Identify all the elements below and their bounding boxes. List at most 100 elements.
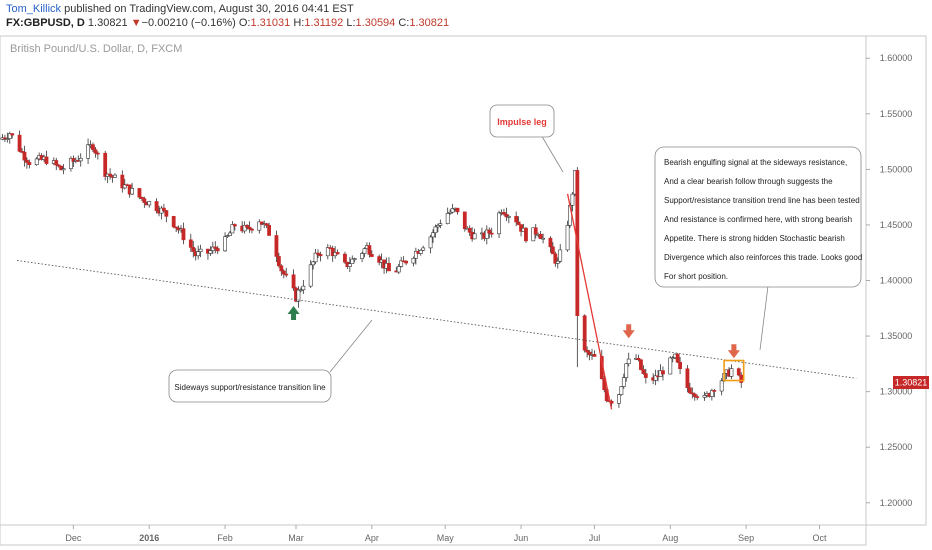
candle-bear bbox=[250, 228, 254, 231]
time-axis[interactable] bbox=[0, 524, 867, 546]
candle-bear bbox=[592, 354, 597, 357]
impulse-leg-line bbox=[566, 193, 613, 410]
high-value: 1.31192 bbox=[304, 17, 344, 29]
candle-bull bbox=[313, 252, 318, 263]
candle-bear bbox=[191, 247, 196, 252]
candle-bull bbox=[225, 235, 230, 237]
candle-bull bbox=[729, 368, 734, 377]
analysis-callout[interactable]: Bearish engulfing signal at the sideways… bbox=[654, 146, 862, 351]
candle-bear bbox=[550, 246, 555, 255]
impulse-label: Impulse leg bbox=[497, 117, 547, 127]
candle-bull bbox=[565, 225, 570, 251]
candle-bull bbox=[308, 264, 313, 287]
y-tick-label: 1.25000 bbox=[880, 442, 913, 452]
candle-bear bbox=[455, 207, 460, 213]
candle-bull bbox=[670, 357, 675, 359]
candle-bear bbox=[108, 173, 112, 177]
candle-bear bbox=[188, 239, 193, 248]
candle-bull bbox=[122, 184, 127, 189]
price-badge-box bbox=[893, 376, 929, 390]
x-tick-label: May bbox=[437, 533, 455, 543]
candle-bear bbox=[281, 270, 286, 275]
candle-bull bbox=[617, 394, 621, 404]
callout-line-3: Support/resistance transition trend line… bbox=[664, 196, 860, 205]
candle-bear bbox=[643, 373, 648, 378]
candle-bull bbox=[69, 158, 73, 169]
y-tick-label: 1.60000 bbox=[880, 53, 913, 63]
candle-bear bbox=[56, 164, 61, 167]
candle-bear bbox=[171, 216, 176, 228]
callout-line-1: Bearish engulfing signal at the sideways… bbox=[664, 158, 847, 167]
candle-bull bbox=[624, 363, 629, 378]
callout-line-4: And resistance is confirmed here, with s… bbox=[664, 215, 852, 224]
candle-bear bbox=[44, 156, 49, 164]
callout-line-2: And a clear bearish follow through sugge… bbox=[664, 177, 833, 186]
candle-bull bbox=[418, 249, 423, 254]
sideways-label: Sideways support/resistance transition l… bbox=[174, 383, 326, 392]
candle-bull bbox=[399, 260, 404, 267]
candle-bear bbox=[164, 210, 169, 217]
candle-bear bbox=[489, 232, 494, 235]
arrow-down-icon bbox=[622, 324, 635, 339]
candle-bull bbox=[421, 247, 426, 251]
candle-bear bbox=[17, 134, 22, 152]
candle-bear bbox=[524, 227, 528, 242]
y-tick-label: 1.30000 bbox=[880, 387, 913, 397]
candle-bear bbox=[162, 207, 166, 211]
candle-bull bbox=[433, 226, 438, 234]
candle-bear bbox=[59, 165, 64, 171]
candle-bear bbox=[533, 227, 538, 235]
sideways-callout[interactable]: Sideways support/resistance transition l… bbox=[168, 319, 373, 403]
engulfing-highlight-box bbox=[723, 359, 745, 382]
candle-bear bbox=[25, 159, 29, 163]
candle-bear bbox=[247, 226, 252, 230]
y-tick-label: 1.55000 bbox=[880, 109, 913, 119]
candle-bear bbox=[71, 158, 76, 162]
candle-bear bbox=[369, 254, 374, 257]
symbol-label[interactable]: FX:GBPUSD, D bbox=[6, 17, 85, 29]
analysis-callout-pointer bbox=[759, 285, 769, 351]
candle-bear bbox=[154, 201, 159, 212]
author-link[interactable]: Tom_Killick bbox=[6, 3, 62, 15]
open-label: O: bbox=[238, 17, 251, 29]
candle-bull bbox=[311, 261, 316, 266]
candle-bear bbox=[467, 227, 472, 233]
candle-bull bbox=[242, 224, 247, 232]
impulse-callout[interactable]: Impulse leg bbox=[489, 104, 564, 173]
candle-bear bbox=[548, 237, 553, 248]
sideways-callout-box bbox=[168, 369, 332, 403]
x-tick-label: 2016 bbox=[139, 533, 159, 543]
candle-bear bbox=[10, 133, 15, 136]
overlay-group bbox=[17, 193, 857, 410]
candle-bear bbox=[675, 353, 680, 363]
candle-bull bbox=[497, 212, 501, 235]
candle-bear bbox=[502, 212, 506, 215]
candle-bull bbox=[61, 168, 66, 171]
candle-bull bbox=[298, 289, 303, 292]
candle-bull bbox=[347, 263, 352, 267]
x-tick-group: Dec 2016 Feb Mar Apr May Jun Jul Aug Sep Oct bbox=[65, 525, 827, 543]
y-tick-label: 1.20000 bbox=[880, 498, 913, 508]
low-value: 1.30594 bbox=[355, 17, 396, 29]
candle-bear bbox=[690, 392, 695, 395]
candle-bull bbox=[411, 257, 416, 264]
candle-bear bbox=[335, 252, 340, 255]
y-tick-label: 1.35000 bbox=[880, 331, 913, 341]
x-tick-label: Oct bbox=[813, 533, 828, 543]
candle-bear bbox=[687, 387, 692, 394]
callout-line-7: For short position. bbox=[664, 272, 728, 281]
candle-bear bbox=[276, 256, 281, 267]
publish-line: Tom_Killick published on TradingView.com… bbox=[6, 3, 354, 15]
sideways-callout-pointer bbox=[329, 319, 373, 373]
x-tick-label: Jul bbox=[589, 533, 601, 543]
candle-bull bbox=[448, 211, 453, 214]
candle-bear bbox=[318, 254, 323, 257]
candle-bull bbox=[506, 216, 511, 218]
candle-bear bbox=[636, 357, 641, 361]
price-axis[interactable] bbox=[865, 35, 927, 526]
chart-title: British Pound/U.S. Dollar, D, FXCM bbox=[10, 43, 182, 55]
candle-bull bbox=[472, 233, 477, 240]
x-tick-label: Jun bbox=[514, 533, 529, 543]
candle-bull bbox=[352, 258, 357, 260]
